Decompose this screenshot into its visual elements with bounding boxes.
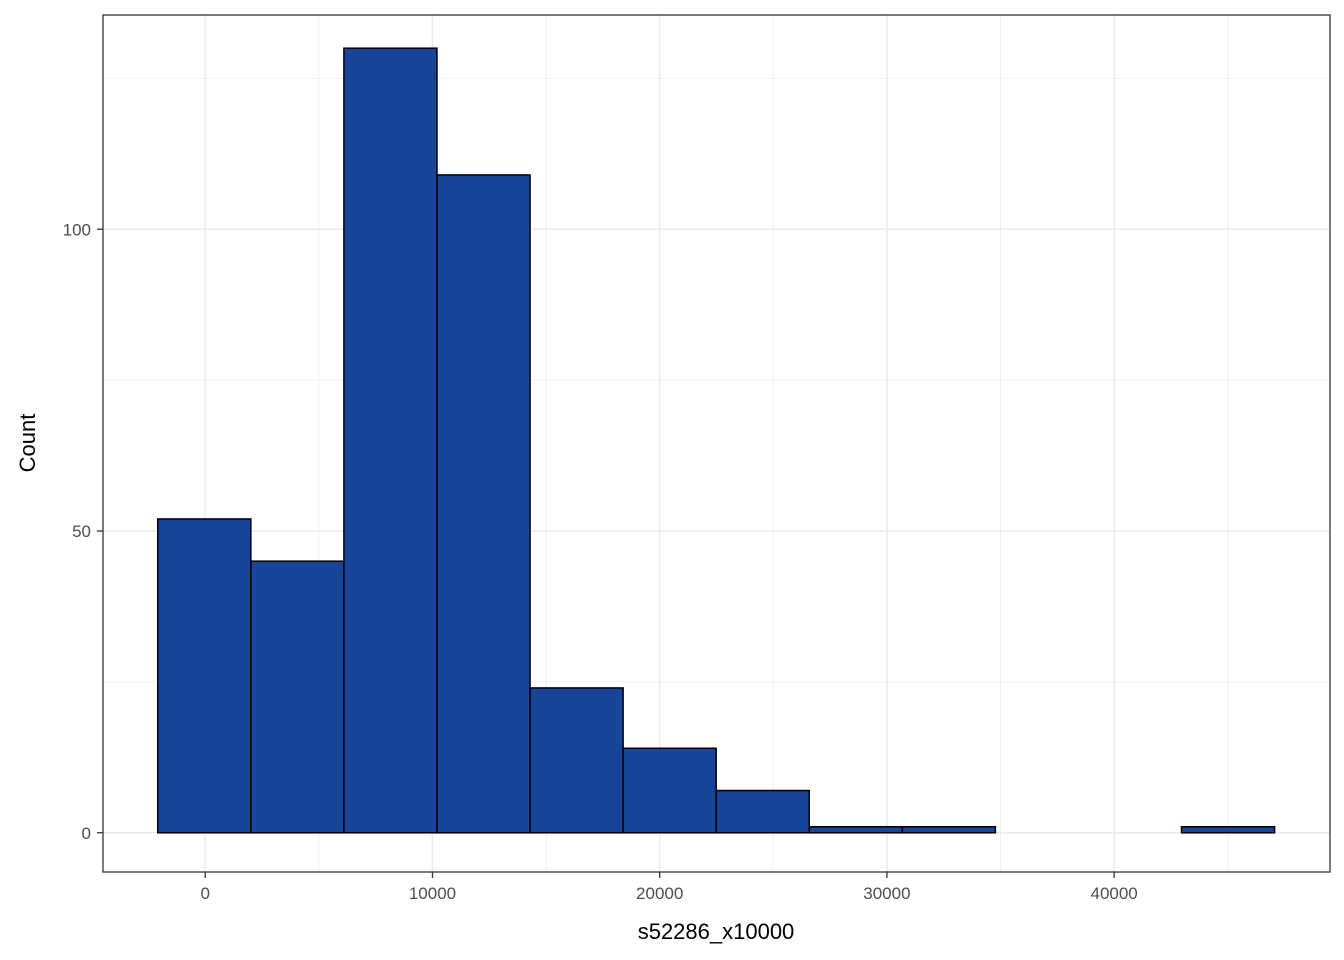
histogram-bar: [901, 825, 997, 834]
histogram-bar: [157, 518, 252, 834]
x-tick-label: 0: [201, 884, 210, 903]
minor-gridlines: [103, 15, 1330, 872]
x-tick-label: 30000: [863, 884, 910, 903]
y-axis-ticks: 0 50 100: [63, 220, 103, 843]
x-axis-ticks: 0 10000 20000 30000 40000: [201, 872, 1138, 903]
y-tick-label: 0: [82, 824, 91, 843]
y-tick-label: 100: [63, 220, 91, 239]
histogram-bar: [250, 560, 345, 834]
histogram-bar: [1180, 825, 1276, 834]
x-tick-label: 20000: [636, 884, 683, 903]
y-axis-title: Count: [15, 414, 40, 473]
histogram-bar: [808, 825, 904, 834]
x-tick-label: 40000: [1090, 884, 1137, 903]
x-axis-title: s52286_x10000: [638, 919, 795, 944]
histogram-bar: [436, 174, 531, 834]
histogram-bar: [622, 747, 717, 834]
histogram-bar: [343, 47, 438, 834]
histogram-bars: [157, 47, 1276, 834]
histogram-bar: [529, 687, 624, 834]
plot-border: [102, 14, 1331, 873]
histogram-bar: [715, 789, 811, 834]
y-tick-label: 50: [72, 522, 91, 541]
x-tick-label: 10000: [409, 884, 456, 903]
